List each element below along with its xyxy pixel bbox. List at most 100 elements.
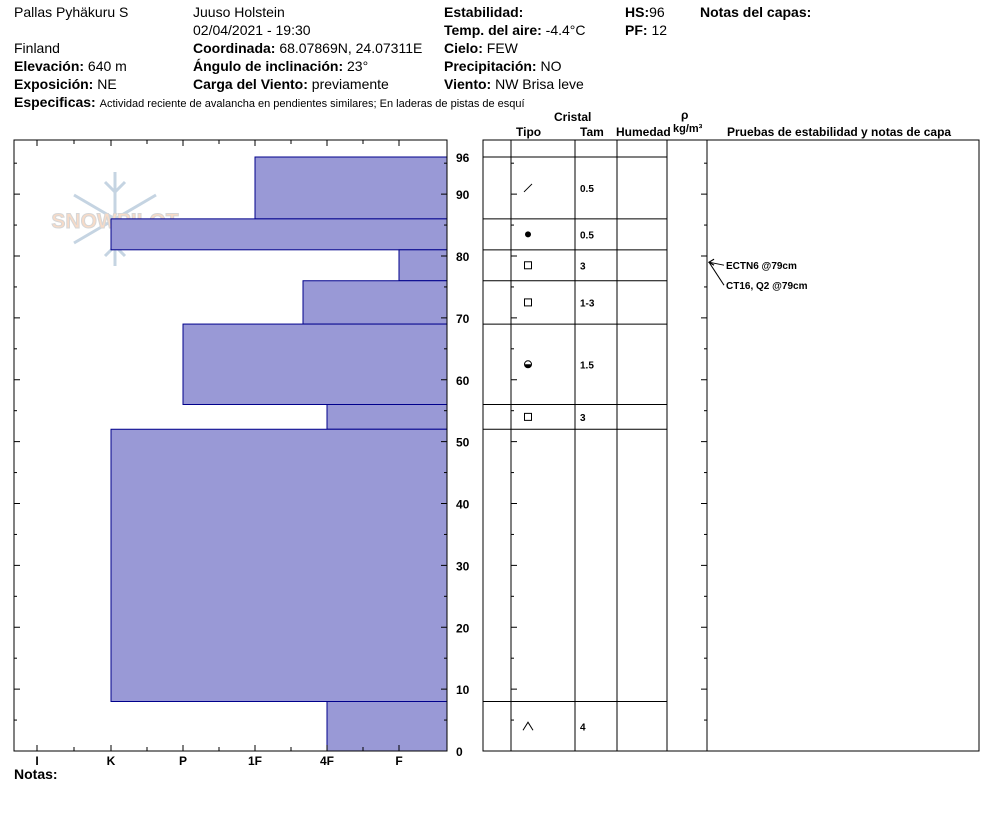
hardness-label-K: K [107, 754, 116, 768]
grain-symbol-1 [525, 231, 531, 238]
hs-label: HS: [625, 4, 650, 20]
faceted-icon [524, 412, 532, 421]
elevation-label: Elevación: [14, 58, 85, 74]
rounded-grain-icon [525, 231, 531, 238]
grain-size-5: 3 [580, 413, 586, 424]
air-temp-label: Temp. del aire: [444, 22, 542, 38]
grain-size-7: 4 [580, 722, 586, 733]
elevation-value: 640 m [87, 58, 127, 74]
grain-symbol-4 [524, 360, 532, 369]
decomposing-icon [523, 183, 533, 193]
col-size: Tam [580, 125, 604, 139]
wind: Viento: NW Brisa leve [444, 76, 584, 92]
aspect-value: NE [97, 76, 117, 92]
elevation: Elevación: 640 m [14, 58, 127, 74]
layer-bar-2 [398, 249, 448, 282]
pf: PF: 12 [625, 22, 667, 38]
observer: Juuso Holstein [193, 4, 285, 20]
grain-symbol-3 [524, 298, 532, 307]
col-density-unit: kg/m³ [673, 123, 703, 135]
hardness-label-1F: 1F [248, 754, 262, 768]
sky-label: Cielo: [444, 40, 483, 56]
depth-label-70: 70 [456, 312, 470, 326]
grain-size-1: 0.5 [580, 230, 594, 241]
layer-table-frame [482, 139, 980, 752]
specifics-value: Actividad reciente de avalancha en pendi… [99, 98, 525, 110]
test-leader-0 [708, 261, 725, 266]
layer-bar-3 [302, 280, 448, 325]
col-type: Tipo [516, 125, 542, 139]
precip-label: Precipitación: [444, 58, 537, 74]
table-column-lines [510, 140, 708, 751]
coord-value: 68.07869N, 24.07311E [279, 40, 423, 56]
col-moisture: Humedad [616, 125, 671, 139]
col-crystal: Cristal [554, 110, 592, 124]
grain-size-2: 3 [580, 261, 586, 272]
hardness-ticks: I K P 1F 4F F [35, 140, 403, 768]
wind-value: NW Brisa leve [495, 76, 584, 92]
sky: Cielo: FEW [444, 40, 518, 56]
grain-size-4: 1.5 [580, 360, 594, 371]
layer-bar-7 [326, 701, 448, 752]
depth-label-50: 50 [456, 436, 470, 450]
grain-size-0: 0.5 [580, 184, 594, 195]
col-rho: ρ [681, 108, 689, 122]
grain-symbol-7 [522, 721, 534, 731]
hardness-frame [13, 139, 448, 752]
coord-label: Coordinada: [193, 40, 276, 56]
location: Pallas Pyhäkuru S [14, 4, 129, 20]
precip-value: NO [540, 58, 562, 74]
stability: Estabilidad: [444, 4, 523, 20]
stability-tests: ECTN6 @79cm CT16, Q2 @79cm [708, 258, 808, 292]
wind-label: Viento: [444, 76, 492, 92]
wind-load: Carga del Viento: previamente [193, 76, 389, 92]
layer-notes-label: Notas del capas: [700, 4, 812, 20]
datetime: 02/04/2021 - 19:30 [193, 22, 311, 38]
hardness-label-F: F [395, 754, 402, 768]
slope: Ángulo de inclinación: 23° [193, 58, 368, 74]
depth-label-40: 40 [456, 498, 470, 512]
country: Finland [14, 40, 60, 56]
air-temp: Temp. del aire: -4.4°C [444, 22, 586, 38]
grain-symbol-2 [524, 261, 532, 270]
precipitation: Precipitación: NO [444, 58, 561, 74]
grain-symbol-5 [524, 412, 532, 421]
notes-label: Notas: [14, 766, 58, 782]
depth-label-10: 10 [456, 683, 470, 697]
pf-label: PF: [625, 22, 648, 38]
layer-bar-6 [110, 428, 448, 702]
sky-value: FEW [486, 40, 518, 56]
hardness-label-I: I [35, 754, 38, 768]
layer-bar-1 [110, 218, 448, 251]
depth-label-96: 96 [456, 151, 470, 165]
hs-value: 96 [649, 4, 665, 20]
wind-load-label: Carga del Viento: [193, 76, 308, 92]
depth-label-0: 0 [456, 745, 463, 759]
hardness-layers [110, 156, 448, 752]
aspect: Exposición: NE [14, 76, 117, 92]
layer-bar-0 [254, 156, 448, 220]
col-tests: Pruebas de estabilidad y notas de capa [727, 125, 952, 139]
hardness-label-4F: 4F [320, 754, 334, 768]
faceted-icon [524, 261, 532, 270]
melt-freeze-fill [524, 364, 532, 368]
layer-rows: 0.5 0.5 3 1-3 1.5 3 4 [483, 156, 667, 733]
test-leader-1 [708, 261, 725, 286]
hardness-label-P: P [179, 754, 187, 768]
coordinates: Coordinada: 68.07869N, 24.07311E [193, 40, 422, 56]
test-label-1: CT16, Q2 @79cm [726, 281, 808, 292]
specifics-label: Especificas: [14, 94, 96, 110]
depth-label-60: 60 [456, 374, 470, 388]
depth-hoar-icon [522, 721, 534, 731]
slope-value: 23° [347, 58, 369, 74]
air-temp-value: -4.4°C [545, 22, 586, 38]
depth-label-80: 80 [456, 250, 470, 264]
depth-label-30: 30 [456, 559, 470, 573]
test-arrow-1 [708, 258, 715, 266]
hs: HS:96 [625, 4, 665, 20]
test-label-0: ECTN6 @79cm [726, 261, 797, 272]
faceted-icon [524, 298, 532, 307]
layer-bar-5 [326, 404, 448, 430]
depth-label-90: 90 [456, 188, 470, 202]
